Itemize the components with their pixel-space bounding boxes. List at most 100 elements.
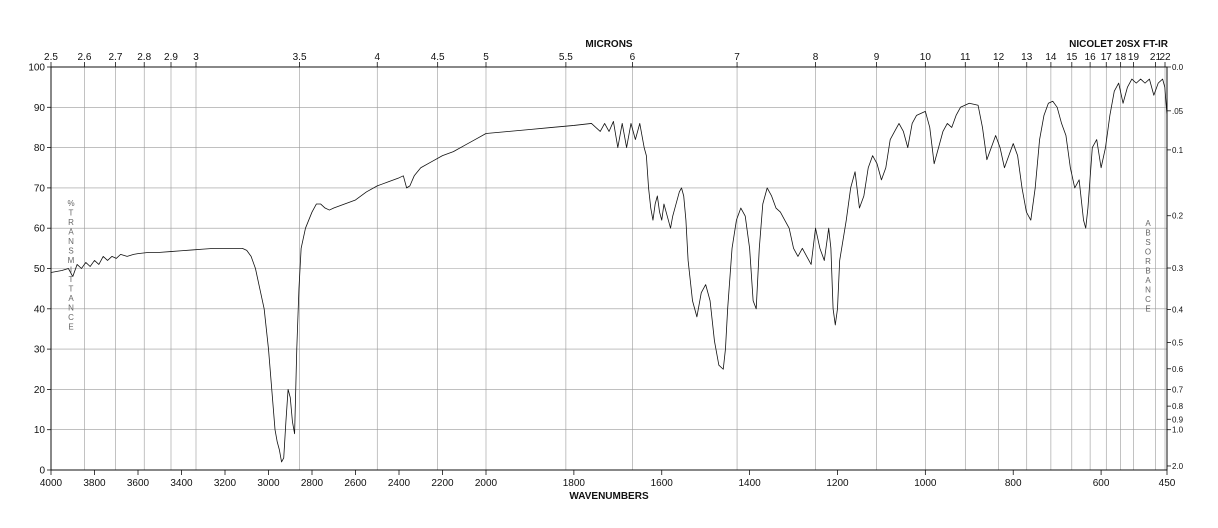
vertical-title-char: B: [1145, 229, 1150, 238]
x-tick-label: 3600: [127, 478, 150, 489]
vertical-title-char: A: [68, 228, 74, 237]
x-tick-label: 1400: [738, 478, 761, 489]
absorbance-tick-label: 0.1: [1172, 146, 1184, 155]
y-tick-label: 30: [34, 345, 46, 356]
x-tick-label: 1200: [826, 478, 849, 489]
vertical-title-char: T: [69, 275, 74, 284]
top-tick-label: 2.5: [44, 52, 58, 63]
instrument-label: NICOLET 20SX FT-IR: [1069, 39, 1169, 50]
top-tick-label: 21: [1150, 52, 1162, 63]
top-tick-label: 19: [1128, 52, 1140, 63]
top-tick-label: 13: [1021, 52, 1033, 63]
top-tick-label: 11: [960, 52, 971, 63]
y-tick-label: 70: [34, 183, 46, 194]
top-tick-label: 9: [874, 52, 880, 63]
x-tick-label: 1000: [914, 478, 937, 489]
absorbance-tick-label: 0.8: [1172, 402, 1184, 411]
x-tick-label: 3400: [170, 478, 193, 489]
vertical-title-char: A: [1145, 219, 1151, 228]
absorbance-tick-label: 0.2: [1172, 212, 1184, 221]
vertical-title-char: I: [70, 266, 72, 275]
y-tick-label: 10: [34, 425, 46, 436]
top-tick-label: 5: [483, 52, 489, 63]
x-tick-label: 1800: [563, 478, 586, 489]
vertical-title-char: A: [1145, 276, 1151, 285]
x-tick-label: 2600: [344, 478, 367, 489]
absorbance-tick-label: 0.6: [1172, 365, 1184, 374]
y-tick-label: 60: [34, 224, 46, 235]
vertical-title-char: N: [68, 304, 74, 313]
bottom-axis-title: WAVENUMBERS: [569, 491, 649, 502]
y-tick-label: 90: [34, 103, 46, 114]
top-tick-label: 6: [630, 52, 636, 63]
absorbance-tick-label: 0.7: [1172, 386, 1184, 395]
top-tick-label: 3: [193, 52, 199, 63]
vertical-title-char: N: [68, 237, 74, 246]
vertical-title-char: C: [68, 313, 74, 322]
vertical-title-char: A: [68, 294, 74, 303]
y-tick-label: 0: [39, 466, 45, 477]
vertical-title-char: N: [1145, 286, 1151, 295]
x-tick-label: 3000: [257, 478, 280, 489]
top-tick-label: 10: [920, 52, 932, 63]
vertical-title-char: R: [68, 218, 74, 227]
top-tick-label: 16: [1085, 52, 1097, 63]
top-tick-label: 18: [1115, 52, 1127, 63]
x-tick-label: 4000: [40, 478, 63, 489]
top-tick-label: 17: [1101, 52, 1113, 63]
top-tick-label: 2.8: [137, 52, 151, 63]
y-tick-label: 20: [34, 385, 46, 396]
vertical-title-char: M: [68, 256, 75, 265]
top-tick-label: 12: [993, 52, 1005, 63]
top-tick-label: 5.5: [559, 52, 573, 63]
y-tick-label: 50: [34, 264, 46, 275]
x-tick-label: 800: [1005, 478, 1022, 489]
x-tick-label: 3800: [83, 478, 106, 489]
x-tick-label: 600: [1093, 478, 1110, 489]
top-tick-label: 4.5: [431, 52, 445, 63]
top-axis-title: MICRONS: [585, 39, 633, 50]
absorbance-tick-label: 0.9: [1172, 415, 1184, 424]
y-tick-label: 80: [34, 143, 46, 154]
top-tick-label: 22: [1159, 52, 1171, 63]
y-tick-label: 40: [34, 304, 46, 315]
top-tick-label: 15: [1066, 52, 1078, 63]
vertical-title-char: E: [1145, 305, 1150, 314]
top-tick-label: 3.5: [293, 52, 307, 63]
absorbance-tick-label: 0.3: [1172, 264, 1184, 273]
x-tick-label: 2800: [301, 478, 324, 489]
spectrum-line: [50, 78, 1168, 463]
absorbance-tick-label: 2.0: [1172, 462, 1184, 471]
absorbance-tick-label: 0.0: [1172, 63, 1184, 72]
vertical-title-char: O: [1145, 248, 1151, 257]
vertical-title-char: %: [67, 199, 74, 208]
absorbance-tick-label: 0.5: [1172, 339, 1184, 348]
vertical-title-char: C: [1145, 295, 1151, 304]
vertical-title-char: B: [1145, 267, 1150, 276]
y-axis-absorbance: 0.0 .05 0.1 0.2 0.3 0.4 0.5 0.6 0.7 0.8 0.9 1.0 2.0: [1167, 63, 1184, 471]
top-tick-label: 14: [1045, 52, 1057, 63]
vertical-title-char: S: [68, 247, 73, 256]
series-layer: [50, 78, 1168, 463]
top-tick-label: 8: [813, 52, 819, 63]
absorbance-tick-label: .05: [1172, 107, 1184, 116]
x-tick-label: 1600: [651, 478, 674, 489]
x-tick-label: 450: [1159, 478, 1176, 489]
x-tick-label: 3200: [214, 478, 237, 489]
x-axis-microns: 2.5 2.6 2.7 2.8 2.9 3 3.5 4 4.5 5 5.5 6 7 8 9 10 11 12 13 1…: [44, 52, 1171, 67]
top-tick-label: 7: [734, 52, 740, 63]
vertical-title-char: S: [1145, 238, 1150, 247]
absorbance-tick-label: 0.4: [1172, 306, 1184, 315]
top-tick-label: 2.7: [108, 52, 122, 63]
chart-labels: MICRONS NICOLET 20SX FT-IR WAVENUMBERS: [569, 39, 1168, 502]
x-axis-wavenumbers: 4000 3800 3600 3400 3200 3000 2800 2600 2400 2200…: [40, 470, 1176, 489]
vertical-title-char: E: [68, 323, 73, 332]
absorbance-tick-label: 1.0: [1172, 426, 1184, 435]
x-tick-label: 2000: [475, 478, 498, 489]
top-tick-label: 2.6: [78, 52, 92, 63]
